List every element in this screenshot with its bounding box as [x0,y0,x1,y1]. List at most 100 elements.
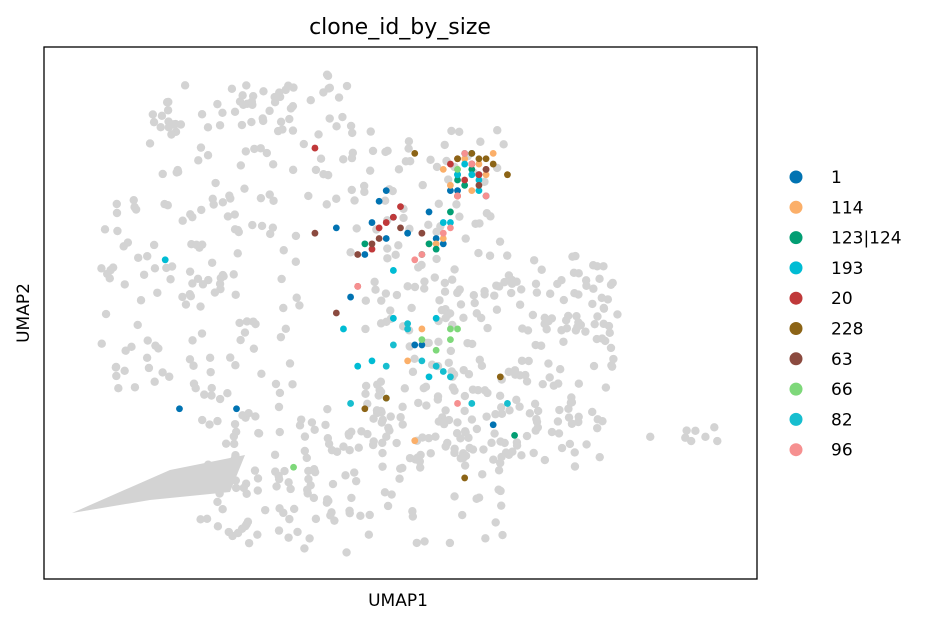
background-cell-point [383,501,393,511]
background-cell-point [601,383,611,392]
background-cell-point [231,483,241,493]
background-cell-point [459,313,468,322]
background-cell-point [291,231,301,241]
background-cell-point [398,402,407,412]
background-cell-point [595,452,604,462]
background-cell-point [532,288,542,297]
background-cell-point [288,380,297,389]
background-cell-point [275,388,285,398]
clone-point-193 [389,267,397,274]
background-cell-point [205,353,215,363]
background-cell-point [432,227,441,237]
background-cell-point [361,381,371,391]
clone-point-228 [482,155,490,163]
background-cell-point [136,296,146,305]
background-cell-point [150,264,160,273]
clone-point-123-124 [461,181,469,189]
background-cell-point [450,492,459,501]
clone-point-66 [418,336,426,343]
background-cell-point [239,483,248,493]
clone-point-20 [382,219,390,226]
clone-point-96 [354,283,362,290]
clone-point-82 [347,400,354,407]
background-cell-point [384,423,393,433]
background-cell-point [250,466,260,475]
background-cell-point [574,318,583,327]
clone-point-114 [439,235,447,242]
background-cell-point [142,353,152,363]
background-cell-point [229,432,239,441]
background-cell-point [148,110,158,119]
background-cell-point [346,121,356,131]
background-cell-point [386,306,395,315]
background-cell-point [412,538,421,548]
background-cell-point [356,511,365,521]
background-cell-point [613,310,622,319]
background-cell-point [545,373,554,382]
background-cell-point [339,442,348,451]
background-cell-point [281,324,291,334]
background-cell-point [491,410,500,419]
background-cell-point [259,87,268,96]
background-cell-point [228,531,237,541]
background-cell-point [403,282,412,291]
background-cell-point [289,504,299,514]
background-cell-point [472,309,481,318]
background-cell-point [328,479,338,489]
background-cell-point [193,274,203,283]
background-cell-point [347,185,356,195]
background-cell-point [398,463,407,473]
clone-point-193 [454,171,461,179]
background-cell-point [257,369,266,379]
background-cell-point [278,125,287,134]
background-cell-point [348,148,358,158]
background-cell-point [194,156,203,165]
background-cell-point [338,112,347,122]
background-cell-point [607,362,617,371]
background-cell-point [590,319,599,329]
background-cell-point [274,526,284,535]
background-cell-point [450,265,459,274]
background-cell-point [350,468,359,477]
background-cell-point [593,262,602,271]
background-cell-point [300,446,310,456]
background-cell-point [368,146,378,156]
background-cell-point [418,180,427,190]
background-cell-point [253,486,262,495]
background-cell-point [206,367,215,377]
background-cell-point [234,227,243,237]
clone-data-points [161,144,518,482]
background-cell-point [274,471,283,481]
clone-point-1 [176,405,183,413]
background-cell-point [444,358,454,367]
background-cell-point [581,276,591,285]
background-cell-point [277,274,286,284]
background-cell-point [478,470,487,479]
background-cell-point [257,221,267,231]
background-cell-point [369,437,378,446]
clone-point-193 [432,314,440,322]
background-cell-point [498,530,507,540]
background-cell-point [254,428,263,438]
background-cell-point [265,106,274,116]
background-cell-point [272,482,281,491]
background-cell-point [441,406,450,415]
background-cell-point [473,385,483,395]
clone-point-193 [425,373,433,381]
background-cell-point [275,427,284,437]
background-cell-point [559,295,569,305]
clone-point-114 [468,187,476,195]
background-cell-point [188,336,197,345]
background-cell-point [359,181,369,191]
background-cell-point [248,220,257,230]
background-cell-point [598,416,607,426]
clone-point-82 [404,325,412,333]
background-cell-point [197,205,206,215]
background-cell-point [279,303,288,313]
clone-point-1 [432,235,440,242]
background-cell-point [231,361,240,370]
background-cell-point [237,524,247,533]
background-cell-point [230,419,240,429]
background-cell-point [231,290,240,299]
clone-point-82 [439,368,447,375]
